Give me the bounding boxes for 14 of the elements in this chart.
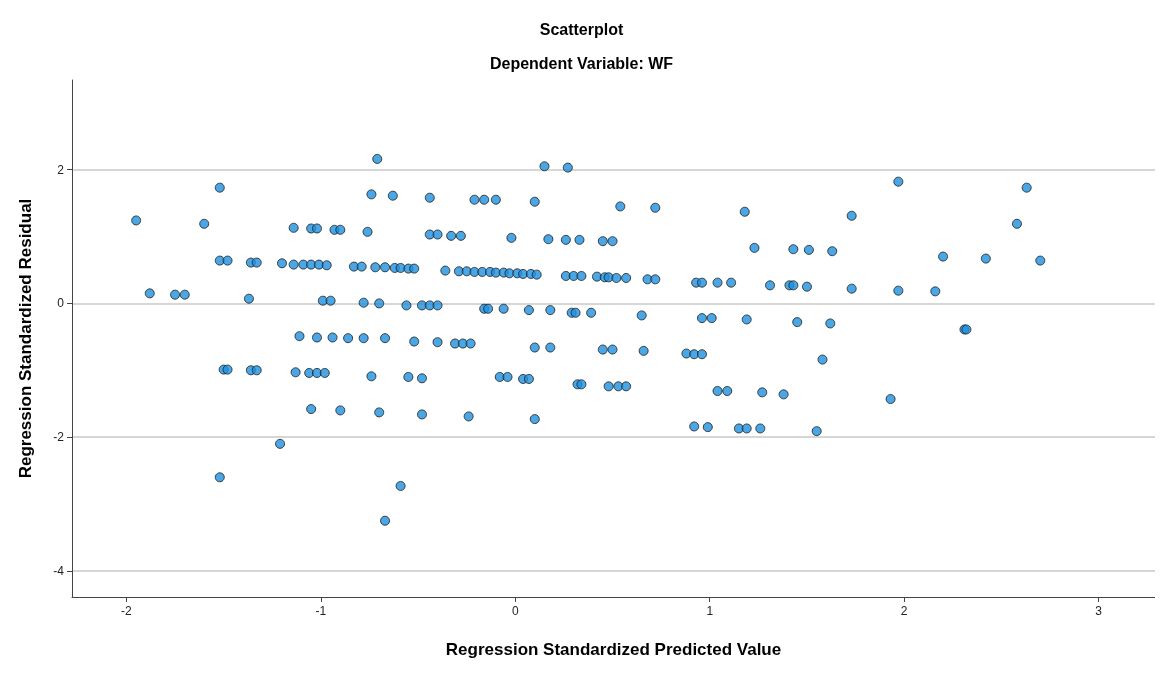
y-tick-label: 2 [57,162,65,177]
chart-title: Scatterplot [539,20,624,38]
y-tick-label: -2 [53,430,65,445]
y-tick-label: -4 [53,563,65,578]
x-tick-label: -1 [315,604,327,618]
x-tick-label: 3 [1095,604,1103,618]
x-tick-label: -2 [121,604,133,618]
x-axis-title: Regression Standardized Predicted Value [445,640,782,659]
x-tick-label: 1 [706,604,714,618]
x-tick-label: 0 [511,604,519,618]
x-tick-label: 2 [900,604,908,618]
y-axis-title: Regression Standardized Residual [16,198,35,479]
y-tick-label: 0 [57,296,65,311]
chart-subtitle: Dependent Variable: WF [489,54,674,72]
